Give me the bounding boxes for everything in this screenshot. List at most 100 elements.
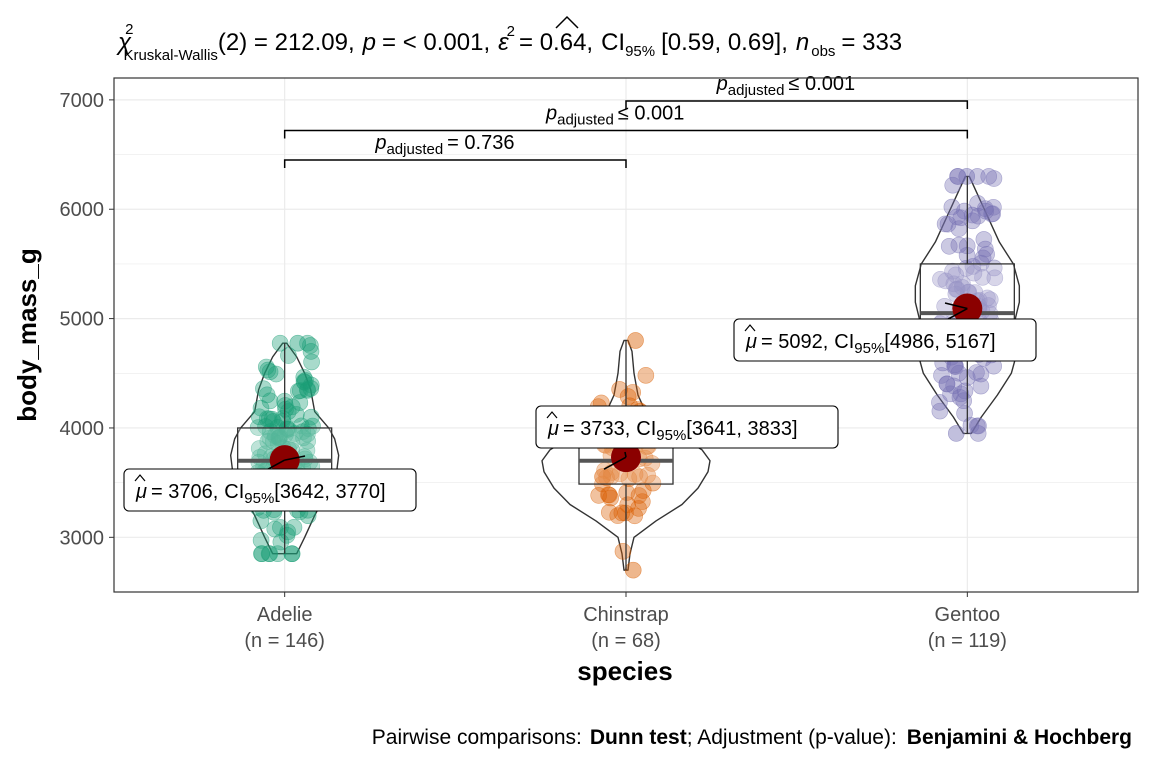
x-tick-n-label: (n = 68) bbox=[591, 630, 660, 652]
title-effect-value: = 0.64, bbox=[519, 29, 593, 56]
caption: Pairwise comparisons: Dunn test; Adjustme… bbox=[372, 726, 1132, 749]
x-tick-label: Chinstrap bbox=[583, 604, 669, 626]
comparison-p-symbol: p bbox=[374, 132, 386, 154]
data-point bbox=[974, 249, 992, 267]
data-point bbox=[974, 269, 991, 286]
comparison-label: padjusted ≤ 0.001 bbox=[545, 102, 684, 128]
mean-ci-value: [4986, 5167] bbox=[884, 331, 995, 353]
data-point bbox=[972, 377, 990, 395]
mean-mu-hat bbox=[546, 411, 558, 419]
mean-label-box bbox=[535, 405, 839, 449]
data-point bbox=[265, 432, 282, 450]
mean-label-box bbox=[733, 318, 1037, 362]
title-p-symbol: p bbox=[362, 29, 376, 56]
title-p-value: = < 0.001, bbox=[382, 29, 490, 56]
data-point bbox=[302, 337, 319, 354]
violin-chinstrap bbox=[541, 339, 711, 571]
data-point bbox=[933, 367, 950, 384]
title-ci-sub: 95% bbox=[625, 43, 655, 60]
epsilon-hat bbox=[555, 15, 579, 29]
mean-ci-value: [3641, 3833] bbox=[686, 418, 797, 440]
data-point bbox=[614, 543, 632, 560]
x-axis-title: species bbox=[577, 656, 672, 686]
comparison-p-text: ≤ 0.001 bbox=[789, 73, 856, 95]
data-point bbox=[302, 408, 320, 426]
data-point bbox=[283, 545, 301, 563]
comparison-label: padjusted = 0.736 bbox=[374, 132, 514, 158]
mean-mu-hat bbox=[744, 324, 756, 332]
data-point bbox=[295, 368, 313, 386]
x-tick-n-label: (n = 146) bbox=[244, 630, 325, 652]
data-point bbox=[278, 526, 296, 544]
data-point bbox=[295, 429, 312, 447]
data-point bbox=[932, 270, 949, 288]
data-point bbox=[252, 512, 270, 530]
data-point bbox=[947, 425, 965, 442]
comparison-p-symbol: p bbox=[545, 102, 557, 124]
data-point bbox=[938, 375, 956, 393]
title-n-sub: obs bbox=[811, 43, 835, 60]
caption-method: Benjamini & Hochberg bbox=[907, 726, 1132, 749]
mean-mu-symbol: μ bbox=[135, 481, 147, 503]
data-point bbox=[968, 417, 986, 435]
data-point bbox=[252, 532, 270, 549]
data-point bbox=[978, 245, 995, 263]
data-point bbox=[619, 496, 636, 514]
data-point bbox=[637, 367, 655, 384]
data-point bbox=[944, 176, 962, 194]
data-point bbox=[630, 487, 648, 504]
mean-label-text: μ = 3733, CI95%[3641, 3833] bbox=[547, 418, 798, 444]
data-point bbox=[986, 269, 1004, 287]
title-n-value: = 333 bbox=[841, 29, 902, 56]
comparison-p-text: ≤ 0.001 bbox=[618, 102, 685, 124]
mean-ci-sub: 95% bbox=[854, 340, 884, 357]
data-point bbox=[931, 402, 949, 420]
data-point bbox=[600, 486, 617, 503]
data-point bbox=[943, 198, 961, 216]
x-axis: Adelie (n = 146) Chinstrap (n = 68) Gentoo (n… bbox=[244, 592, 1007, 652]
data-point bbox=[631, 468, 648, 486]
mean-label-box bbox=[123, 468, 417, 512]
title-n-symbol: n bbox=[796, 29, 809, 56]
data-point bbox=[627, 332, 644, 349]
data-point bbox=[600, 486, 618, 504]
data-point bbox=[278, 421, 296, 438]
x-tick-label: Adelie bbox=[257, 604, 313, 626]
y-tick-label: 3000 bbox=[60, 527, 105, 549]
x-tick-n-label: (n = 119) bbox=[928, 630, 1007, 652]
comparison-bracket bbox=[625, 100, 969, 109]
title-effect-sup: 2 bbox=[507, 23, 515, 40]
data-point bbox=[931, 394, 948, 411]
data-point bbox=[263, 410, 281, 428]
data-point bbox=[975, 231, 993, 248]
comparison-p-sub: adjusted bbox=[728, 82, 785, 99]
mean-ci-sub: 95% bbox=[656, 427, 686, 444]
data-point bbox=[304, 417, 321, 435]
mean-mu-symbol: μ bbox=[745, 331, 757, 353]
data-point bbox=[611, 381, 628, 398]
data-point bbox=[949, 168, 967, 185]
title-stat-value: (2) = 212.09, bbox=[218, 29, 355, 56]
data-point bbox=[291, 382, 309, 399]
data-point bbox=[942, 385, 959, 403]
data-point bbox=[980, 168, 998, 185]
y-axis-title: body_mass_g bbox=[12, 248, 42, 421]
y-tick-label: 4000 bbox=[60, 418, 105, 440]
data-point bbox=[624, 561, 642, 579]
data-point bbox=[259, 361, 277, 379]
data-point bbox=[965, 264, 983, 282]
mean-value: = 3733, bbox=[563, 418, 630, 440]
mean-label-text: μ = 3706, CI95%[3642, 3770] bbox=[135, 481, 386, 507]
chart-title: χ2 Kruskal-Wallis(2) = 212.09, p = < 0.001,… bbox=[116, 21, 902, 64]
data-point bbox=[261, 363, 279, 381]
mean-label-leader bbox=[603, 456, 627, 470]
mean-mu-symbol: μ bbox=[547, 418, 559, 440]
data-point bbox=[286, 425, 304, 442]
mean-label-text: μ = 5092, CI95%[4986, 5167] bbox=[745, 331, 996, 357]
mean-label-leader bbox=[624, 451, 627, 458]
comparison-p-text: = 0.736 bbox=[447, 132, 514, 154]
data-point bbox=[956, 405, 973, 422]
mean-label-leader bbox=[944, 302, 968, 310]
data-point bbox=[297, 372, 314, 389]
